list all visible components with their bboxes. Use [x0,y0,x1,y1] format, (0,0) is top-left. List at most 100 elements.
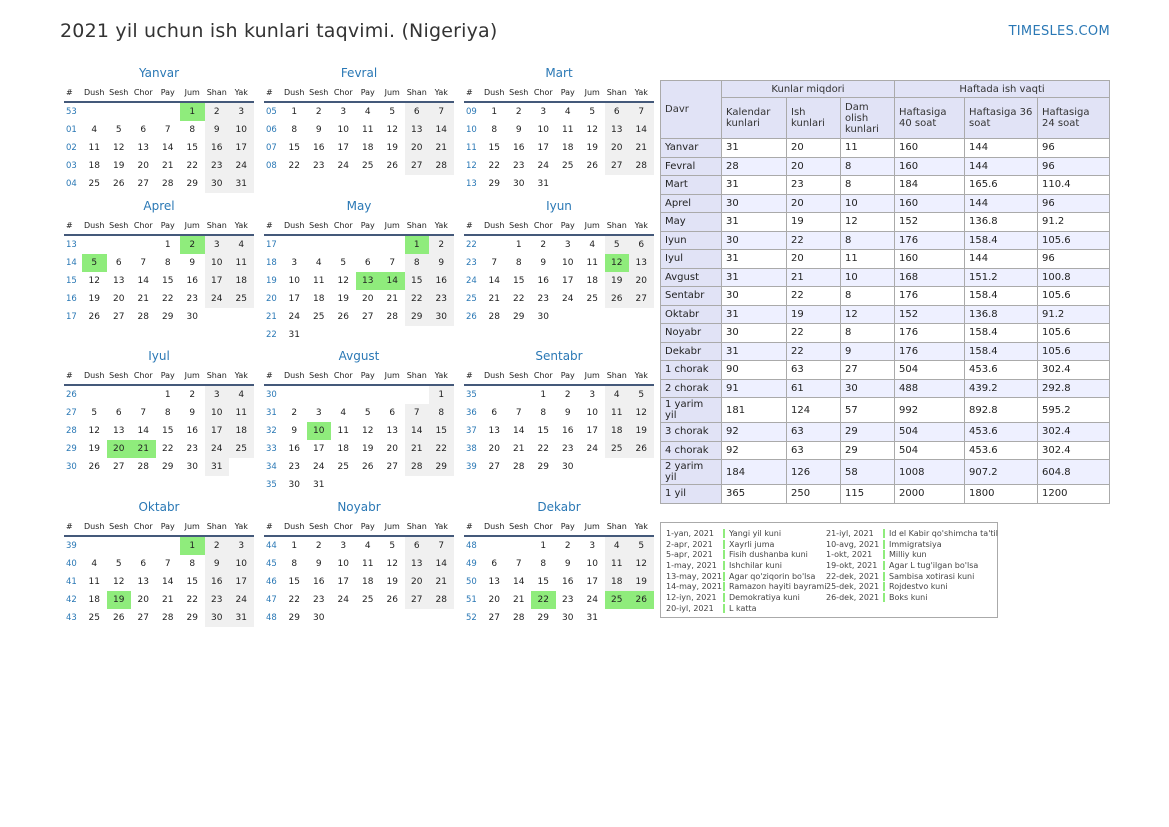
day-cell: 12 [337,276,349,286]
week-number: 53 [66,107,77,117]
holiday-marker [723,529,725,538]
day-cell: 26 [604,290,629,308]
day-cell: 13 [604,121,629,139]
summary-value: 31 [721,304,787,324]
day-cell: 7 [164,559,171,569]
day-cell: 5 [589,107,596,117]
day-cell: 17 [537,143,549,153]
day-cell: 25 [562,161,574,171]
day-cell: 12 [586,125,598,135]
period-label: Noyabr [660,323,722,343]
period-label: 1 chorak [660,360,722,380]
week-row: 27 5 6 7 8 9 10 11 [64,404,254,422]
month-title: Noyabr [337,500,381,514]
summary-row: 1 yarim yil 181 124 57 992 892.8 595.2 [660,397,1110,423]
day-cell: 18 [604,573,629,591]
week-row: 44 1 2 3 4 5 6 7 [264,537,454,555]
summary-value: 184 [894,175,965,195]
day-cell: 1 [491,107,498,117]
month-iyul: Iyul # Dush Sesh Chor Pay Jum Shan Yak 26 1 2 3 4 27 5 6… [64,346,254,476]
summary-value: 439.2 [964,378,1038,398]
weekday-label: Sesh [509,221,529,230]
day-cell: 22 [537,444,549,454]
week-number: 39 [466,462,477,472]
week-row: 07 15 16 17 18 19 20 21 [264,139,454,157]
empty-day-cell [331,476,356,494]
empty-day-cell [107,236,132,254]
week-row: 53 1 2 3 [64,103,254,121]
day-cell: 15 [404,272,429,290]
week-row: 38 20 21 22 23 24 25 26 [464,440,654,458]
empty-day-cell [131,103,156,121]
summary-value: 144 [964,193,1038,213]
day-cell: 25 [229,290,254,308]
summary-value: 504 [894,422,965,442]
weekday-label: Yak [634,371,648,380]
day-cell: 26 [362,462,374,472]
day-cell: 3 [229,103,254,121]
empty-day-cell [307,326,332,344]
week-row: 06 8 9 10 11 12 13 14 [264,121,454,139]
summary-value: 30 [840,378,895,398]
day-cell: 3 [291,258,298,268]
day-cell: 27 [404,157,429,175]
day-cell: 22 [162,294,174,304]
week-row: 26 1 2 3 4 [64,386,254,404]
day-cell: 1 [429,386,454,404]
day-cell: 24 [537,161,549,171]
empty-day-cell [107,537,132,555]
summary-value: 992 [894,397,965,423]
site-link[interactable]: TIMESLES.COM [1008,24,1110,39]
month-noyabr: Noyabr # Dush Sesh Chor Pay Jum Shan Yak 44 1 2 3 4 5 6… [264,497,454,627]
week-number: 20 [266,294,277,304]
day-cell: 23 [562,444,574,454]
summary-value: 365 [721,484,787,504]
day-cell: 5 [629,537,654,555]
day-cell: 9 [564,559,571,569]
month-title: Fevral [340,66,378,80]
day-cell: 5 [91,408,98,418]
summary-value: 10 [840,193,895,213]
week-row: 45 8 9 10 11 12 13 14 [264,555,454,573]
weekday-label: Sesh [109,371,129,380]
weekday-label: Shan [206,221,227,230]
summary-value: 10 [840,267,895,287]
week-row: 18 3 4 5 6 7 8 9 [264,254,454,272]
header-hours-40: Haftasiga 40 soat [894,97,965,139]
day-cell: 23 [429,290,454,308]
summary-value: 176 [894,286,965,306]
day-cell: 26 [88,312,100,322]
weekday-label: Sesh [309,522,329,531]
month-title: May [346,199,372,213]
holiday-day-cell: 1 [404,236,429,254]
day-cell: 26 [113,613,125,623]
day-cell: 3 [229,537,254,555]
day-cell: 19 [629,422,654,440]
day-cell: 17 [204,422,229,440]
header-group-hours: Haftada ish vaqti [894,80,1110,98]
day-cell: 9 [315,559,322,569]
day-cell: 17 [586,426,598,436]
weekday-label: Sesh [309,221,329,230]
week-row: 11 15 16 17 18 19 20 21 [464,139,654,157]
day-cell: 12 [629,404,654,422]
summary-value: 57 [840,397,895,423]
day-cell: 30 [186,312,198,322]
summary-value: 12 [840,212,895,232]
empty-day-cell [331,326,356,344]
day-cell: 8 [515,258,522,268]
day-cell: 30 [204,609,229,627]
week-row: 24 14 15 16 17 18 19 20 [464,272,654,290]
weekday-label: Sesh [309,88,329,97]
empty-day-cell [107,386,132,404]
summary-value: 92 [721,422,787,442]
week-row: 52 27 28 29 30 31 [464,609,654,627]
empty-day-cell [629,458,654,476]
day-cell: 1 [515,240,522,250]
day-cell: 6 [115,258,122,268]
day-cell: 11 [362,559,374,569]
day-cell: 25 [362,161,374,171]
weekday-label: Dush [284,522,305,531]
weekday-label: Dush [284,88,305,97]
day-cell: 17 [229,573,254,591]
